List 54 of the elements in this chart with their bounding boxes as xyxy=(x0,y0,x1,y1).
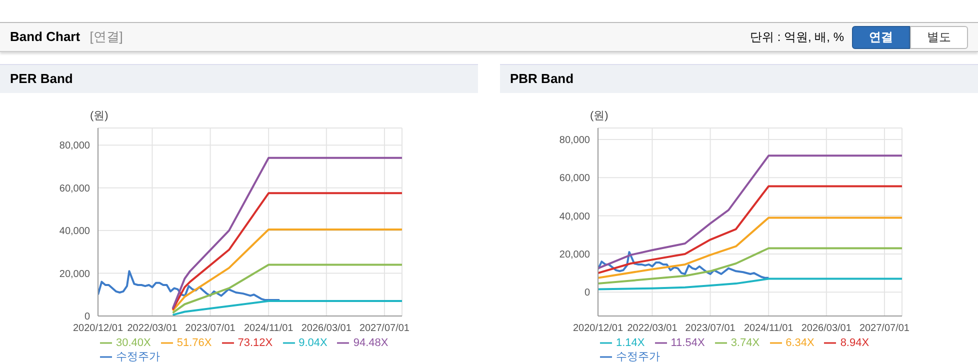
line-series xyxy=(172,228,402,312)
x-tick-label: 2023/07/01 xyxy=(685,323,736,334)
y-tick-label: 20,000 xyxy=(59,268,90,280)
legend-label: 1.14X xyxy=(616,337,645,349)
x-tick-label: 2020/12/01 xyxy=(72,323,124,334)
y-tick-label: 60,000 xyxy=(559,173,590,184)
line-series xyxy=(598,154,902,270)
y-tick-label: 80,000 xyxy=(559,135,590,146)
legend-label: 94.48X xyxy=(353,337,388,349)
line-series xyxy=(598,278,902,290)
x-tick-label: 2023/07/01 xyxy=(185,323,236,334)
text: 단위 : 억원, 배, % xyxy=(750,28,844,46)
x-tick-label: 2022/03/01 xyxy=(627,323,678,334)
line-series xyxy=(598,216,902,279)
y-tick-label: 80,000 xyxy=(59,140,90,152)
line-series xyxy=(172,192,402,311)
legend-label: 9.04X xyxy=(298,337,328,349)
x-tick-label: 2026/03/01 xyxy=(301,323,352,334)
y-tick-label: 0 xyxy=(84,312,90,323)
y-tick-label: 40,000 xyxy=(559,211,590,222)
legend-label: 3.74X xyxy=(730,337,760,349)
line-series xyxy=(598,185,902,274)
text: [연결] xyxy=(90,29,123,44)
y-tick-label: 0 xyxy=(584,288,590,299)
y-tick-label: 40,000 xyxy=(59,226,90,238)
x-tick-label: 2027/07/01 xyxy=(359,323,410,334)
chart-title: PER Band xyxy=(0,64,478,93)
x-tick-label: 2022/03/01 xyxy=(127,323,178,334)
line-series xyxy=(98,270,281,301)
line-series xyxy=(598,247,902,285)
legend-label: 8.94X xyxy=(840,337,870,349)
legend-label: 수정주가 xyxy=(616,351,660,363)
legend-label: 51.76X xyxy=(176,337,212,349)
x-tick-label: 2024/11/01 xyxy=(744,323,794,334)
chart-title: PBR Band xyxy=(500,64,978,93)
y-axis-title: (원) xyxy=(590,109,608,123)
line-series xyxy=(598,251,770,279)
text: Band Chart xyxy=(10,29,80,44)
legend-label: 73.12X xyxy=(238,337,273,349)
line-series xyxy=(172,264,402,314)
y-axis-title: (원) xyxy=(90,109,108,123)
legend-label: 6.34X xyxy=(786,337,814,349)
y-tick-label: 60,000 xyxy=(59,183,90,194)
text: 연결 xyxy=(852,26,910,48)
legend-label: 수정주가 xyxy=(116,351,160,363)
x-tick-label: 2026/03/01 xyxy=(801,323,852,334)
x-tick-label: 2027/07/01 xyxy=(859,323,910,334)
text: 별도 xyxy=(910,26,968,48)
legend-label: 30.40X xyxy=(116,337,151,349)
x-tick-label: 2020/12/01 xyxy=(572,323,624,334)
x-tick-label: 2024/11/01 xyxy=(244,323,294,334)
line-series xyxy=(172,156,402,310)
y-tick-label: 20,000 xyxy=(559,250,590,261)
legend-label: 11.54X xyxy=(670,337,705,349)
